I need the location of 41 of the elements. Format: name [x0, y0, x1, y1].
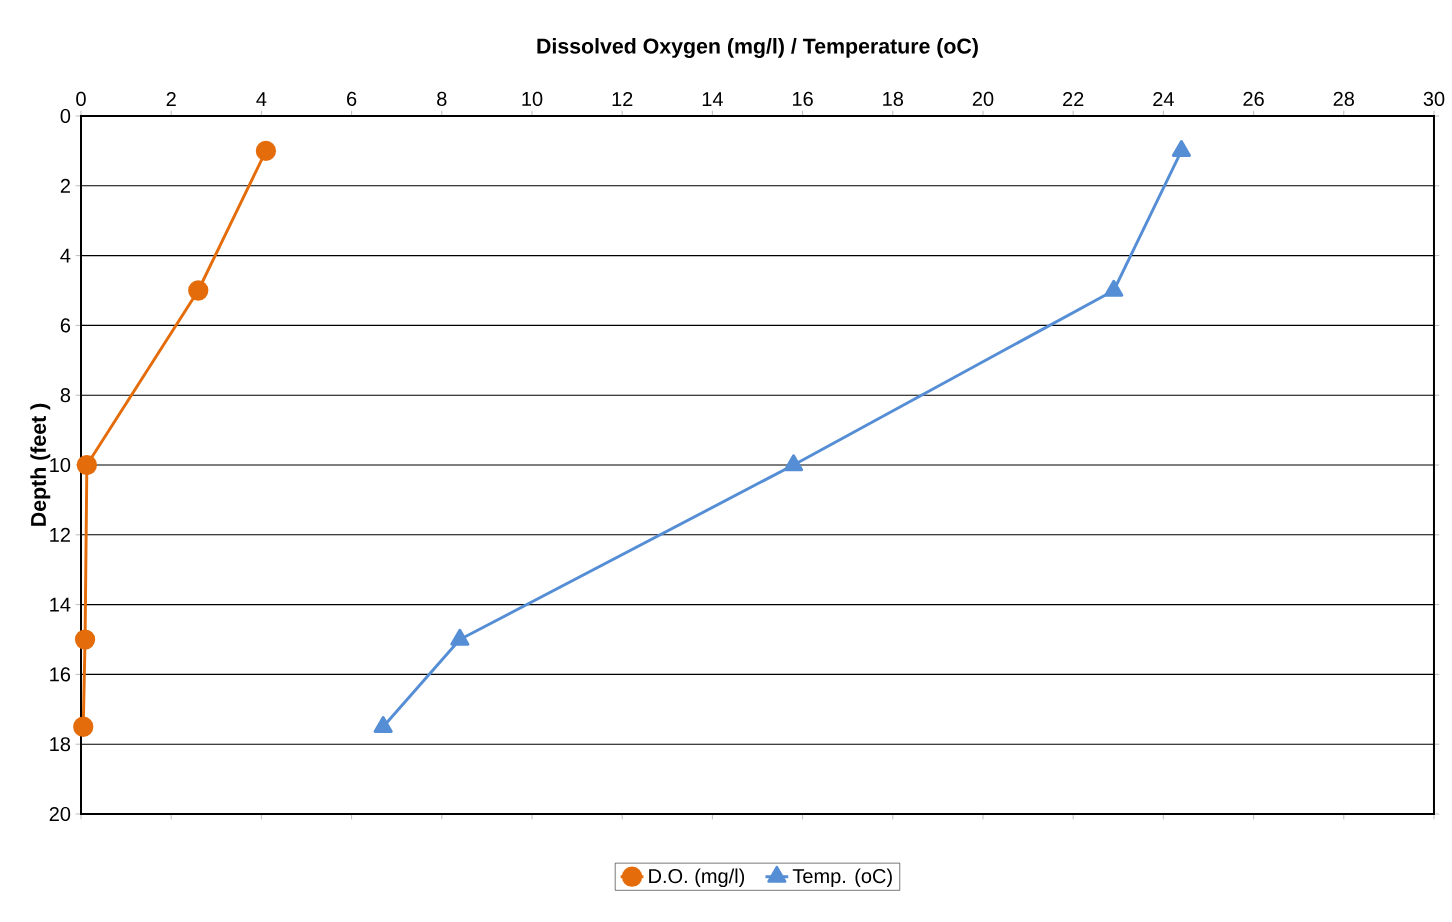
x-tick-label: 6: [347, 91, 357, 106]
x-tick-label: 8: [437, 91, 447, 106]
point: [74, 629, 96, 650]
y-tick-label: 4: [60, 248, 71, 263]
x-tick-label: 18: [883, 91, 904, 106]
point: [1171, 140, 1191, 158]
x-tick-label: 20: [972, 91, 994, 106]
x-tick-label: 14: [702, 92, 723, 106]
y-tick-label: 10: [50, 457, 71, 473]
legend-label: Temp. (oC): [792, 868, 892, 888]
point: [255, 140, 277, 162]
point: [76, 454, 97, 476]
y-axis-title: Depth (feet ): [30, 403, 51, 526]
x-tick-label: 0: [76, 91, 86, 106]
y-tick-label: 12: [50, 527, 70, 542]
y-tick-label: 6: [60, 318, 71, 333]
x-tick-label: 28: [1333, 91, 1355, 106]
x-tick-label: 30: [1423, 91, 1445, 106]
x-tick-label: 2: [166, 91, 176, 106]
legend-label: D.O. (mg/l): [649, 868, 745, 888]
y-tick-label: 14: [50, 597, 71, 612]
point: [188, 280, 209, 301]
point: [373, 715, 393, 733]
x-tick-label: 12: [612, 91, 633, 106]
y-tick-label: 0: [60, 108, 71, 124]
x-axis-title: Dissolved Oxygen (mg/l) / Temperature (oC): [537, 37, 978, 58]
point: [73, 716, 94, 737]
x-tick-label: 26: [1243, 91, 1264, 106]
y-tick-label: 16: [50, 667, 71, 682]
x-tick-label: 10: [522, 91, 543, 106]
x-tick-label: 16: [792, 91, 813, 106]
point: [1104, 279, 1124, 297]
point: [450, 628, 470, 646]
y-tick-label: 2: [60, 178, 70, 193]
x-tick-label: 22: [1063, 91, 1084, 106]
x-tick-label: 4: [256, 92, 267, 106]
point: [784, 454, 804, 472]
y-tick-label: 8: [60, 388, 71, 403]
x-tick-label: 24: [1153, 91, 1174, 106]
y-tick-label: 18: [50, 737, 71, 752]
y-tick-label: 20: [49, 806, 71, 822]
